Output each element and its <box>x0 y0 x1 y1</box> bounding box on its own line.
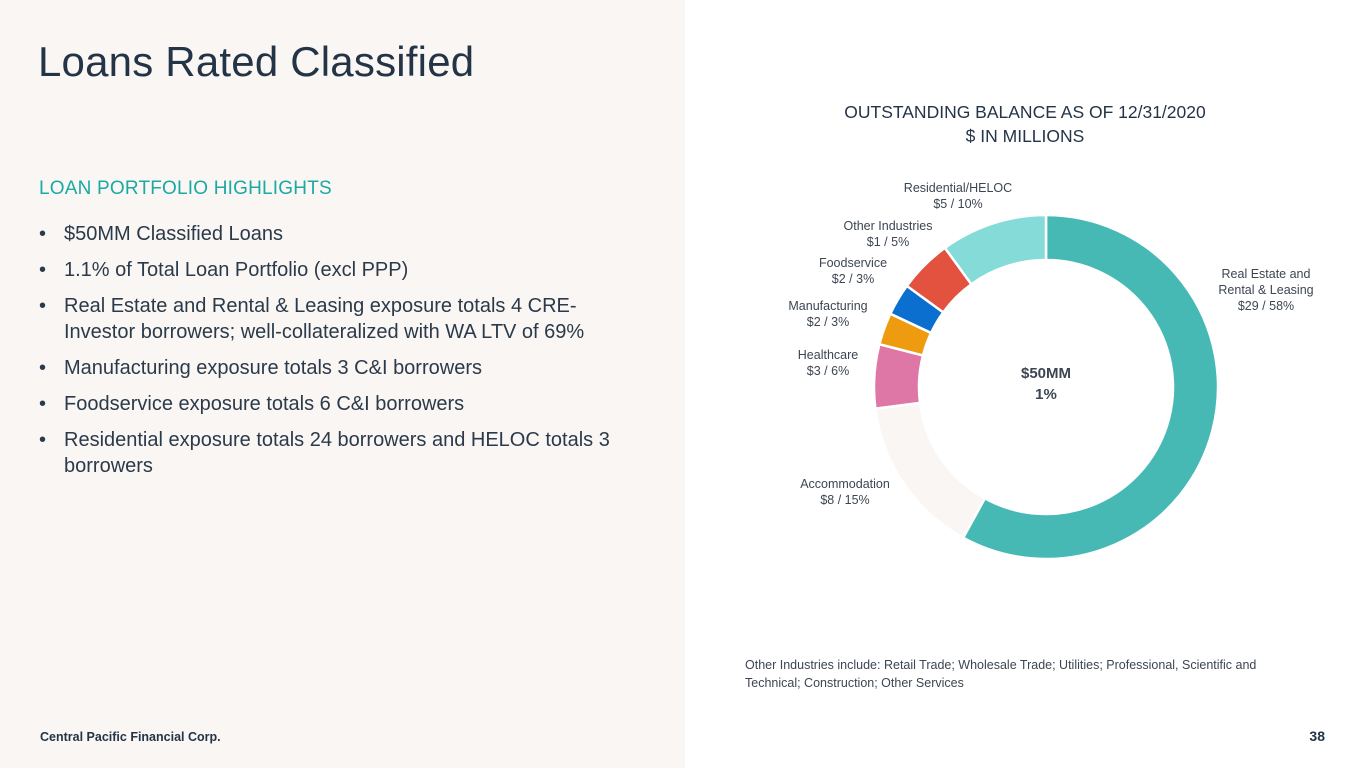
highlight-item: Residential exposure totals 24 borrowers… <box>39 427 639 479</box>
left-panel <box>0 0 685 768</box>
highlight-item: 1.1% of Total Loan Portfolio (excl PPP) <box>39 257 639 283</box>
slice-label: Healthcare $3 / 6% <box>798 348 858 378</box>
page-title: Loans Rated Classified <box>38 38 475 85</box>
donut-center-label: $50MM 1% <box>1021 365 1071 403</box>
slice-label: Manufacturing $2 / 3% <box>788 299 867 329</box>
highlight-item: Manufacturing exposure totals 3 C&I borr… <box>39 355 639 381</box>
slice-label: Foodservice $2 / 3% <box>819 256 887 286</box>
slice-label: Other Industries $1 / 5% <box>844 219 933 249</box>
slice-label: Real Estate and Rental & Leasing $29 / 58% <box>1218 267 1313 313</box>
highlight-item: $50MM Classified Loans <box>39 221 639 247</box>
slice-label: Residential/HELOC $5 / 10% <box>904 181 1012 211</box>
slice-accommodation <box>873 401 987 540</box>
chart-footnote: Other Industries include: Retail Trade; … <box>745 658 1257 690</box>
company-name: Central Pacific Financial Corp. <box>40 730 221 744</box>
page-number: 38 <box>1309 728 1325 744</box>
slice-real-estate-and-rental-leasing <box>961 213 1220 561</box>
highlight-item: Real Estate and Rental & Leasing exposur… <box>39 293 639 345</box>
chart-subtitle: $ IN MILLIONS <box>965 126 1085 146</box>
chart-title-block: OUTSTANDING BALANCE AS OF 12/31/2020 $ I… <box>800 100 1250 148</box>
highlights-heading: LOAN PORTFOLIO HIGHLIGHTS <box>39 178 332 199</box>
slice-residential-heloc <box>943 213 1048 287</box>
chart-title: OUTSTANDING BALANCE AS OF 12/31/2020 <box>844 102 1206 122</box>
slice-label: Accommodation $8 / 15% <box>800 477 890 507</box>
highlight-item: Foodservice exposure totals 6 C&I borrow… <box>39 391 639 417</box>
highlights-list: $50MM Classified Loans 1.1% of Total Loa… <box>39 221 639 489</box>
